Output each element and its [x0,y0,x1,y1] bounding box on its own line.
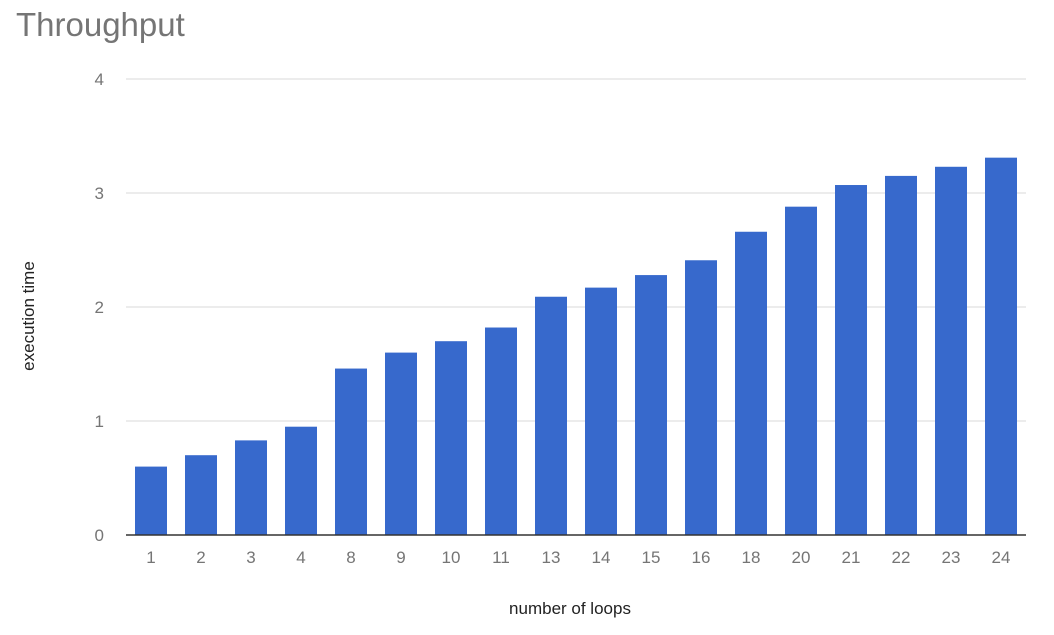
bar [485,327,517,535]
x-tick-label: 16 [692,548,711,567]
bar [735,231,767,535]
y-tick-label: 3 [95,184,104,203]
y-tick-label: 0 [95,526,104,545]
x-tick-label: 4 [296,548,305,567]
x-tick-label: 18 [742,548,761,567]
bar [635,275,667,535]
y-tick-label: 4 [95,70,104,89]
bar [535,296,567,535]
bar [285,426,317,535]
bar [585,287,617,535]
x-axis-title: number of loops [509,599,631,618]
bar [985,157,1017,535]
y-tick-label: 2 [95,298,104,317]
bar [785,206,817,535]
bar [335,368,367,535]
x-tick-label: 10 [442,548,461,567]
x-tick-label: 3 [246,548,255,567]
x-tick-label: 15 [642,548,661,567]
bar [935,166,967,535]
gridlines [126,78,1026,422]
bar [885,175,917,535]
x-tick-label: 14 [592,548,611,567]
x-tick-label: 8 [346,548,355,567]
x-tick-label: 2 [196,548,205,567]
x-tick-label: 21 [842,548,861,567]
bar [235,440,267,535]
bars [135,157,1017,535]
x-tick-label: 20 [792,548,811,567]
y-axis-title: execution time [19,261,38,371]
y-tick-label: 1 [95,412,104,431]
bar [685,260,717,535]
bar [385,352,417,535]
bar [135,466,167,535]
bar [185,455,217,535]
x-tick-label: 9 [396,548,405,567]
bar [435,341,467,535]
x-tick-label: 23 [942,548,961,567]
chart-title: Throughput [16,6,185,43]
x-tick-label: 13 [542,548,561,567]
bar [835,185,867,535]
x-tick-label: 11 [492,548,510,567]
x-tick-label: 1 [146,548,155,567]
x-tick-label: 24 [992,548,1011,567]
x-tick-label: 22 [892,548,911,567]
